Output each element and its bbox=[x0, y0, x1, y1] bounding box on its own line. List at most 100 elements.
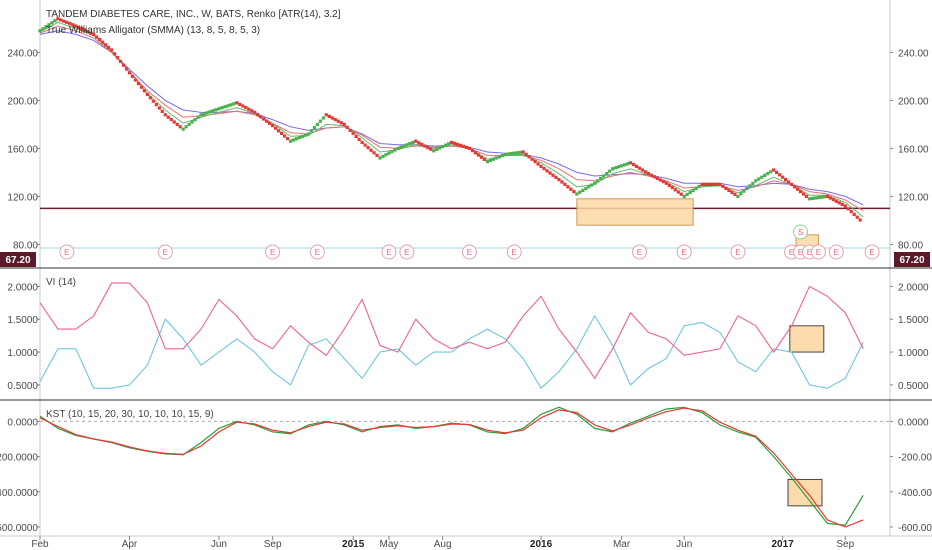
renko-brick bbox=[646, 172, 651, 176]
renko-brick bbox=[569, 187, 573, 191]
x-tick-label: Apr bbox=[122, 539, 138, 550]
renko-brick bbox=[44, 25, 48, 29]
renko-brick bbox=[95, 35, 99, 39]
renko-brick bbox=[303, 133, 308, 137]
alligator-lips-line bbox=[39, 21, 864, 218]
renko-brick bbox=[822, 195, 826, 199]
renko-brick bbox=[476, 153, 481, 157]
renko-brick bbox=[196, 115, 200, 119]
y-tick-label-right: -400.0000 bbox=[898, 488, 932, 499]
y-tick-label-left: 120.00 bbox=[7, 192, 38, 203]
renko-brick bbox=[843, 204, 847, 208]
renko-brick bbox=[136, 82, 141, 86]
renko-brick bbox=[187, 122, 191, 126]
renko-brick bbox=[554, 175, 558, 179]
split-marker bbox=[793, 224, 809, 240]
renko-brick bbox=[387, 151, 391, 155]
renko-brick bbox=[109, 48, 114, 52]
renko-brick bbox=[709, 182, 713, 186]
renko-brick bbox=[366, 146, 370, 150]
renko-brick bbox=[351, 131, 355, 135]
renko-brick bbox=[101, 40, 105, 44]
renko-brick bbox=[637, 166, 642, 170]
renko-brick bbox=[664, 181, 668, 185]
earnings-marker-label: E bbox=[869, 248, 874, 257]
renko-brick bbox=[521, 150, 525, 154]
renko-brick bbox=[467, 146, 472, 150]
renko-brick bbox=[381, 154, 385, 158]
renko-brick bbox=[274, 126, 278, 130]
renko-brick bbox=[342, 122, 346, 126]
renko-brick bbox=[446, 142, 451, 146]
renko-brick bbox=[599, 176, 603, 180]
x-tick-label: 2015 bbox=[342, 539, 365, 550]
renko-brick bbox=[825, 194, 829, 198]
renko-brick bbox=[804, 194, 809, 198]
renko-brick bbox=[357, 137, 361, 141]
renko-brick bbox=[625, 162, 630, 166]
renko-brick bbox=[268, 121, 272, 125]
earnings-marker bbox=[676, 244, 692, 260]
renko-brick bbox=[363, 143, 367, 147]
last-price-text-right: 67.20 bbox=[899, 255, 924, 266]
renko-brick bbox=[479, 155, 484, 159]
renko-brick bbox=[858, 218, 862, 222]
renko-brick bbox=[676, 190, 680, 194]
renko-brick bbox=[652, 175, 656, 179]
renko-brick bbox=[235, 101, 239, 105]
alligator-jaw-line bbox=[39, 30, 864, 206]
renko-brick bbox=[619, 164, 624, 168]
renko-brick bbox=[265, 119, 269, 123]
renko-brick bbox=[157, 106, 161, 110]
renko-brick bbox=[587, 185, 591, 189]
consolidation-box bbox=[576, 198, 694, 226]
earnings-marker bbox=[309, 244, 325, 260]
renko-brick bbox=[285, 137, 290, 141]
earnings-marker bbox=[461, 244, 477, 260]
y-tick-label-right: 240.00 bbox=[898, 48, 929, 59]
renko-brick bbox=[372, 151, 376, 155]
renko-brick bbox=[181, 127, 185, 131]
renko-brick bbox=[533, 160, 537, 164]
renko-brick bbox=[494, 156, 498, 160]
chart-frame bbox=[0, 0, 932, 537]
renko-brick bbox=[751, 181, 755, 185]
renko-brick bbox=[253, 110, 257, 114]
earnings-marker bbox=[506, 244, 522, 260]
renko-brick bbox=[127, 71, 132, 75]
renko-brick bbox=[390, 150, 394, 154]
renko-brick bbox=[682, 194, 686, 198]
renko-brick bbox=[193, 118, 197, 122]
x-tick-label: Jun bbox=[676, 539, 692, 550]
renko-brick bbox=[500, 154, 504, 158]
x-tick-label: Sep bbox=[836, 539, 854, 550]
renko-brick bbox=[402, 144, 406, 148]
earnings-marker-label: E bbox=[735, 248, 740, 257]
renko-brick bbox=[527, 155, 531, 159]
renko-brick bbox=[80, 27, 84, 31]
time-axis[interactable]: Feb Apr Jun Sep 2015 May Aug 2016 Mar Jun 2017 Sep bbox=[31, 536, 855, 550]
renko-brick bbox=[163, 113, 167, 117]
y-tick-label-right: 160.00 bbox=[898, 144, 929, 155]
renko-brick bbox=[411, 140, 415, 144]
renko-brick bbox=[56, 17, 60, 21]
renko-brick bbox=[405, 143, 409, 147]
y-tick-label-right: 1.0000 bbox=[898, 348, 929, 359]
renko-brick bbox=[694, 186, 698, 190]
renko-brick bbox=[611, 167, 615, 171]
renko-brick bbox=[643, 170, 648, 174]
earnings-marker bbox=[381, 244, 397, 260]
renko-brick bbox=[139, 85, 144, 89]
renko-brick bbox=[435, 147, 439, 151]
renko-brick bbox=[784, 178, 788, 182]
renko-brick bbox=[199, 113, 203, 117]
renko-brick bbox=[92, 32, 96, 36]
price-pane[interactable]: 240.00 240.00 200.00 200.00 160.00 160.00 120.… bbox=[0, 17, 930, 267]
vi-pane[interactable]: 2.0000 2.0000 1.5000 1.5000 1.0000 1.0000 0.50… bbox=[7, 282, 929, 391]
renko-brick bbox=[667, 183, 671, 187]
y-tick-label-right: 200.00 bbox=[898, 96, 929, 107]
renko-brick bbox=[396, 146, 400, 150]
kst-pane[interactable]: 0.0000 0.0000 -200.0000 -200.0000 -400.0000 -… bbox=[0, 406, 932, 534]
renko-brick bbox=[62, 19, 66, 23]
renko-brick bbox=[515, 151, 519, 155]
